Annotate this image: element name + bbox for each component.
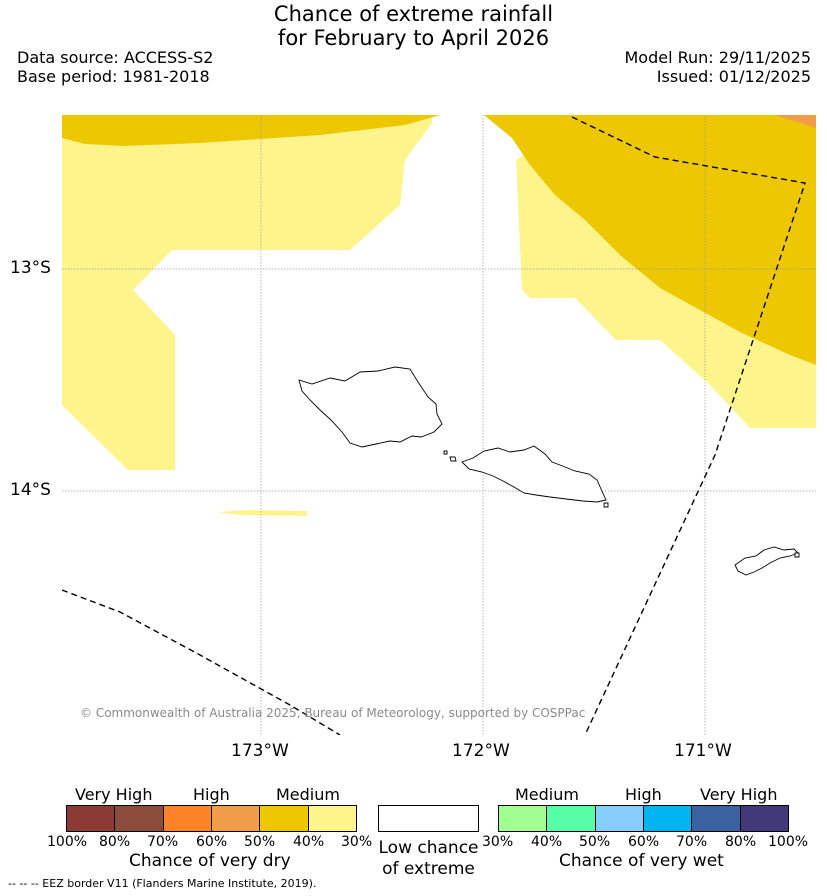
dry-group-high: High <box>193 785 230 804</box>
dry-medium-sliver <box>217 510 307 516</box>
low-chance-swatch <box>378 805 479 832</box>
dry-swatch-6 <box>308 806 356 831</box>
map-content <box>62 115 816 735</box>
lon-label-173w: 173°W <box>231 741 289 761</box>
dry-tick-100: 100% <box>47 834 88 850</box>
wet-group-high: High <box>625 785 662 804</box>
tutuila-island <box>734 546 799 576</box>
islands <box>298 366 800 576</box>
title-line-1: Chance of extreme rainfall <box>273 2 554 26</box>
dry-high-corner <box>775 115 816 128</box>
low-chance-title: Low chance of extreme <box>370 838 487 880</box>
data-source: Data source: ACCESS-S2 <box>17 48 214 67</box>
wet-tick-70: 70% <box>676 834 708 850</box>
dry-tick-70: 70% <box>147 834 179 850</box>
wet-tick-30: 30% <box>482 834 514 850</box>
lon-label-172w: 172°W <box>452 741 510 761</box>
title-line-2: for February to April 2026 <box>277 26 550 50</box>
wet-tick-50: 50% <box>579 834 611 850</box>
issued-date: Issued: 01/12/2025 <box>656 67 811 86</box>
dry-medium-northeast-region <box>484 115 816 365</box>
wet-group-medium: Medium <box>515 785 579 804</box>
dry-swatch-1 <box>67 806 116 831</box>
dry-swatch-3 <box>163 806 212 831</box>
low-chance-line-2: of extreme <box>382 859 475 879</box>
dry-swatch-2 <box>115 806 164 831</box>
wet-swatch-2 <box>547 806 596 831</box>
graticule <box>62 115 816 735</box>
dry-tick-60: 60% <box>196 834 228 850</box>
savaii-island <box>298 366 443 448</box>
upolu-island <box>461 445 607 503</box>
dry-tick-50: 50% <box>244 834 276 850</box>
dry-tick-80: 80% <box>99 834 131 850</box>
wet-colorbar <box>498 805 789 832</box>
base-period: Base period: 1981-2018 <box>17 67 210 86</box>
dry-medium-top-band <box>62 115 440 146</box>
wet-colorbar-title: Chance of very wet <box>559 851 724 871</box>
apolima-islet <box>443 450 448 455</box>
wet-tick-60: 60% <box>628 834 660 850</box>
wet-tick-40: 40% <box>531 834 563 850</box>
dry-group-medium: Medium <box>276 785 340 804</box>
dry-colorbar <box>66 805 357 832</box>
dry-tick-30: 30% <box>341 834 373 850</box>
eez-border <box>62 116 806 735</box>
wet-swatch-1 <box>499 806 548 831</box>
wet-tick-80: 80% <box>725 834 757 850</box>
wet-swatch-4 <box>643 806 693 831</box>
copyright-text: © Commonwealth of Australia 2025, Bureau… <box>80 706 586 720</box>
eez-footnote: -- -- -- EEZ border V11 (Flanders Marine… <box>8 877 317 890</box>
dry-colorbar-title: Chance of very dry <box>129 851 291 871</box>
eez-line-east <box>571 116 806 735</box>
low-chance-line-1: Low chance <box>378 838 479 858</box>
dry-swatch-5 <box>260 806 309 831</box>
wet-swatch-6 <box>740 806 788 831</box>
model-run: Model Run: 29/11/2025 <box>624 48 812 67</box>
wet-swatch-5 <box>692 806 741 831</box>
nuutele-islet <box>603 502 609 508</box>
eez-line-southwest <box>62 589 341 735</box>
data-source-block: Data source: ACCESS-S2 Base period: 1981… <box>17 48 213 86</box>
dry-swatch-4 <box>211 806 261 831</box>
dry-tick-40: 40% <box>293 834 325 850</box>
lat-label-13s: 13°S <box>10 258 51 278</box>
dry-group-very-high: Very High <box>75 785 153 804</box>
manono-islet <box>449 456 457 462</box>
wet-swatch-3 <box>595 806 644 831</box>
aunuu-islet <box>794 552 800 558</box>
model-run-block: Model Run: 29/11/2025 Issued: 01/12/2025 <box>625 48 812 86</box>
wet-group-very-high: Very High <box>700 785 778 804</box>
map-title: Chance of extreme rainfall for February … <box>0 2 827 50</box>
lon-label-171w: 171°W <box>674 741 732 761</box>
wet-tick-100: 100% <box>768 834 809 850</box>
lat-label-14s: 14°S <box>10 480 51 500</box>
